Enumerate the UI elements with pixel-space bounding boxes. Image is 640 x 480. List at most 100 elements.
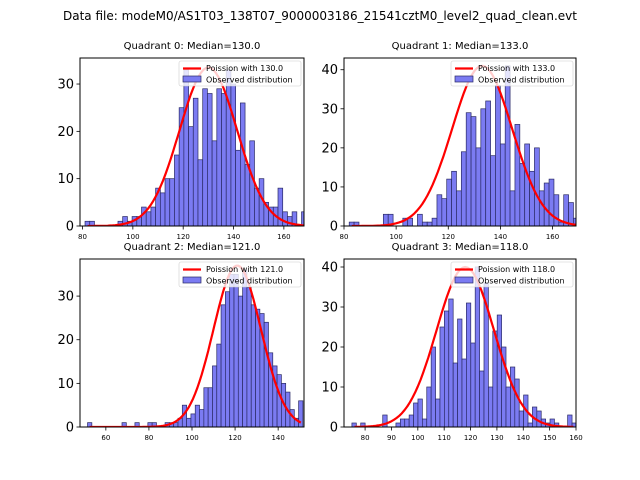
- histogram-bar: [499, 143, 506, 226]
- histogram-bar: [538, 190, 545, 226]
- histogram-bar: [216, 88, 222, 226]
- x-tick-label: 140: [227, 233, 240, 241]
- axes-frame: [343, 258, 577, 428]
- histogram-bar: [534, 147, 540, 226]
- legend-label-poisson: Poission with 133.0: [478, 64, 555, 73]
- histogram-bar: [514, 378, 520, 427]
- y-tick-label: 0: [66, 421, 74, 436]
- legend-bar-swatch: [454, 75, 474, 83]
- legend-box: [178, 261, 302, 288]
- histogram-bar: [211, 140, 218, 226]
- histogram-bar: [505, 386, 511, 427]
- histogram-bar: [490, 155, 496, 226]
- x-tick-label: 120: [442, 233, 455, 241]
- legend-box: [178, 60, 302, 87]
- histogram-bar: [197, 159, 204, 226]
- x-tick-label: 100: [126, 233, 139, 241]
- histogram-bar: [524, 143, 530, 226]
- histogram-bar: [492, 330, 498, 427]
- plot-area: [84, 66, 304, 226]
- y-tick-label: 10: [321, 381, 338, 396]
- x-tick-label: 160: [546, 233, 559, 241]
- histogram-bar: [263, 321, 269, 427]
- x-tick-label: 140: [494, 233, 507, 241]
- histogram-bar: [89, 220, 95, 226]
- legend: Poission with 121.0 Observed distribution: [178, 261, 302, 288]
- histogram-bar: [404, 418, 410, 427]
- legend-label-observed: Observed distribution: [206, 76, 293, 85]
- plot-area: [348, 64, 576, 226]
- histogram-bar: [475, 147, 482, 226]
- histogram-bar: [230, 83, 236, 226]
- legend: Poission with 133.0 Observed distribution: [450, 60, 574, 87]
- x-tick-label: 80: [361, 434, 370, 442]
- histogram-bar: [444, 310, 450, 427]
- histogram-bar: [190, 413, 196, 427]
- x-tick-label: 140: [271, 434, 284, 442]
- histogram-bar: [421, 221, 428, 226]
- histogram-bar: [244, 164, 251, 226]
- histogram-bar: [229, 273, 235, 427]
- histogram-bar: [460, 151, 467, 226]
- histogram-bar: [216, 343, 222, 427]
- x-tick-label: 120: [177, 233, 190, 241]
- histogram-bar: [485, 100, 491, 226]
- histogram-bar: [456, 190, 462, 226]
- legend-label-observed: Observed distribution: [478, 277, 565, 286]
- x-tick-label: 130: [490, 434, 503, 442]
- histogram-bar: [276, 374, 282, 427]
- histogram-bar: [435, 398, 441, 427]
- subplot-quadrant-1: Quadrant 1: Median=133.0 80 100 120 140 160 0 1…: [321, 41, 577, 241]
- histogram-bar: [504, 65, 511, 226]
- histogram-bar: [495, 84, 501, 226]
- histogram-bar: [360, 422, 366, 427]
- histogram-bar: [221, 93, 227, 226]
- histogram-bar: [466, 302, 472, 427]
- legend-bar-swatch: [454, 276, 474, 284]
- histogram-bar: [457, 318, 463, 427]
- legend-box: [450, 60, 574, 87]
- histogram-bar: [239, 102, 246, 226]
- y-tick-label: 10: [57, 172, 74, 187]
- histogram-bar: [298, 400, 304, 427]
- x-tick-label: 80: [340, 233, 349, 241]
- y-tick-label: 40: [321, 261, 338, 276]
- histogram-bar: [250, 304, 256, 427]
- legend: Poission with 130.0 Observed distribution: [178, 60, 302, 87]
- legend-bar-swatch: [182, 276, 202, 284]
- legend-label-observed: Observed distribution: [206, 277, 293, 286]
- histogram-bar: [212, 365, 218, 427]
- legend-box: [450, 261, 574, 288]
- legend-label-poisson: Poission with 130.0: [206, 64, 283, 73]
- histogram-bar: [451, 170, 457, 226]
- y-tick-label: 30: [321, 301, 338, 316]
- histogram-bar: [192, 97, 199, 226]
- legend-label-poisson: Poission with 118.0: [478, 265, 555, 274]
- subplot-title: Quadrant 1: Median=133.0: [392, 41, 529, 52]
- histogram-bar: [431, 217, 438, 226]
- histogram-bar: [150, 206, 156, 226]
- histogram-bar: [202, 88, 208, 226]
- histogram-bar: [207, 387, 213, 427]
- histogram-bar: [465, 112, 472, 226]
- histogram-bar: [225, 291, 231, 427]
- subplot-title: Quadrant 3: Median=118.0: [392, 242, 529, 253]
- histogram-bar: [448, 298, 454, 427]
- histogram-bar: [408, 414, 414, 427]
- y-tick-label: 40: [321, 63, 338, 78]
- histogram-bar: [519, 163, 526, 226]
- y-tick-label: 30: [57, 290, 74, 305]
- y-tick-label: 20: [57, 125, 74, 140]
- histogram-bar: [417, 398, 423, 427]
- histogram-bar: [470, 116, 477, 226]
- x-tick-label: 160: [277, 233, 290, 241]
- x-tick-label: 150: [543, 434, 556, 442]
- histogram-bar: [417, 213, 423, 226]
- histogram-bar: [474, 266, 480, 427]
- histogram-bar: [282, 211, 288, 226]
- y-tick-label: 0: [330, 220, 338, 235]
- subplot-title: Quadrant 0: Median=130.0: [124, 41, 261, 52]
- axes-frame: [79, 57, 305, 227]
- histogram-bar: [441, 198, 448, 226]
